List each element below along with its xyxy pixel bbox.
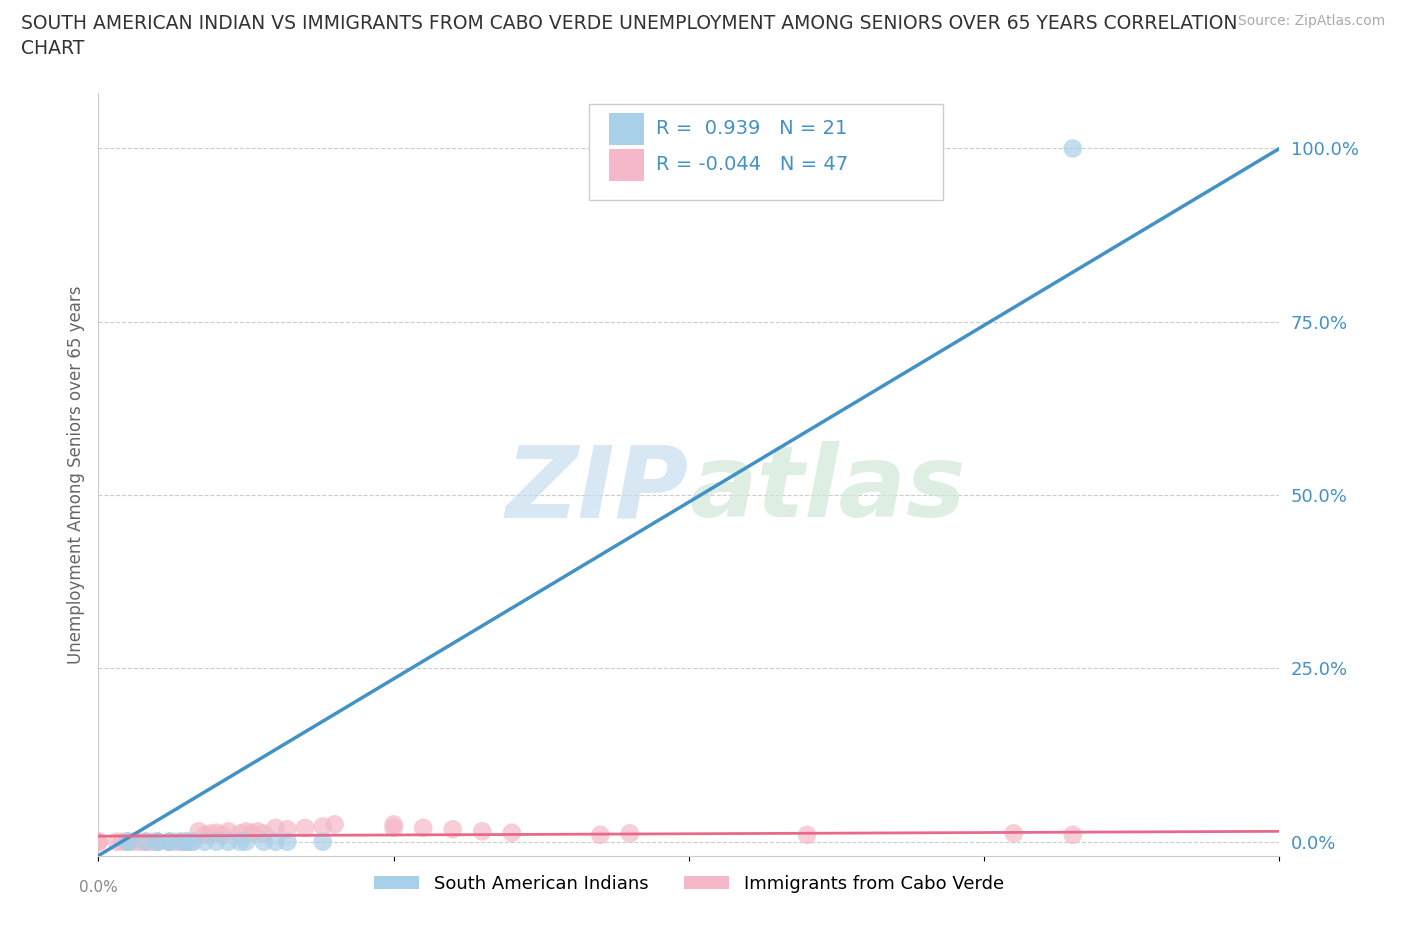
Point: [146, 834, 169, 849]
FancyBboxPatch shape: [609, 113, 644, 145]
Point: [264, 834, 287, 849]
Point: [194, 834, 217, 849]
Point: [229, 834, 252, 849]
Point: [253, 834, 276, 849]
Point: [1062, 828, 1084, 843]
Point: [323, 817, 346, 831]
Point: [276, 834, 298, 849]
Point: [253, 826, 276, 841]
FancyBboxPatch shape: [589, 104, 943, 200]
Point: [176, 834, 198, 849]
Point: [105, 834, 128, 849]
Point: [1002, 826, 1025, 841]
Point: [619, 826, 641, 841]
Point: [135, 834, 157, 849]
Point: [235, 824, 257, 839]
Point: [796, 828, 818, 843]
Point: [122, 834, 145, 849]
Point: [111, 834, 134, 849]
Text: CHART: CHART: [21, 39, 84, 58]
Point: [441, 822, 464, 837]
Point: [205, 825, 228, 840]
Point: [200, 826, 222, 841]
Point: [312, 834, 335, 849]
Point: [87, 834, 110, 849]
Point: [157, 834, 180, 849]
Point: [264, 820, 287, 835]
Point: [205, 834, 228, 849]
Point: [412, 820, 434, 835]
Point: [181, 834, 204, 849]
Text: Source: ZipAtlas.com: Source: ZipAtlas.com: [1237, 14, 1385, 28]
Point: [589, 828, 612, 843]
Text: atlas: atlas: [689, 441, 966, 538]
Point: [187, 824, 209, 839]
Text: ZIP: ZIP: [506, 441, 689, 538]
Point: [194, 828, 217, 843]
Point: [117, 834, 139, 849]
Point: [217, 834, 239, 849]
Point: [176, 834, 198, 849]
Point: [165, 834, 187, 849]
Point: [246, 824, 269, 839]
Point: [157, 834, 180, 849]
Legend: South American Indians, Immigrants from Cabo Verde: South American Indians, Immigrants from …: [367, 868, 1011, 900]
Y-axis label: Unemployment Among Seniors over 65 years: Unemployment Among Seniors over 65 years: [66, 286, 84, 663]
Point: [117, 834, 139, 849]
Text: R =  0.939   N = 21: R = 0.939 N = 21: [655, 119, 848, 139]
Point: [170, 834, 193, 849]
Point: [87, 834, 110, 849]
Point: [382, 820, 405, 835]
Point: [501, 825, 523, 840]
Point: [146, 834, 169, 849]
Point: [135, 834, 157, 849]
Point: [128, 834, 150, 849]
Point: [382, 817, 405, 831]
Point: [471, 824, 494, 839]
FancyBboxPatch shape: [609, 149, 644, 180]
Point: [117, 834, 139, 849]
Text: R = -0.044   N = 47: R = -0.044 N = 47: [655, 155, 848, 174]
Point: [157, 834, 180, 849]
Point: [276, 822, 298, 837]
Point: [240, 825, 263, 840]
Point: [87, 834, 110, 849]
Point: [211, 828, 233, 843]
Point: [141, 834, 163, 849]
Point: [146, 834, 169, 849]
Point: [176, 834, 198, 849]
Point: [176, 834, 198, 849]
Text: SOUTH AMERICAN INDIAN VS IMMIGRANTS FROM CABO VERDE UNEMPLOYMENT AMONG SENIORS O: SOUTH AMERICAN INDIAN VS IMMIGRANTS FROM…: [21, 14, 1237, 33]
Point: [170, 834, 193, 849]
Point: [117, 834, 139, 849]
Point: [1062, 141, 1084, 156]
Point: [135, 834, 157, 849]
Point: [217, 824, 239, 839]
Point: [146, 834, 169, 849]
Text: 0.0%: 0.0%: [79, 880, 118, 895]
Point: [312, 819, 335, 834]
Point: [229, 826, 252, 841]
Point: [294, 820, 316, 835]
Point: [181, 834, 204, 849]
Point: [235, 834, 257, 849]
